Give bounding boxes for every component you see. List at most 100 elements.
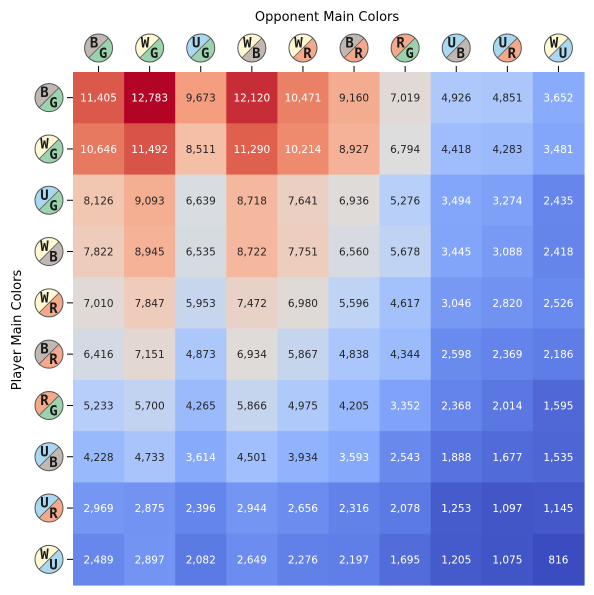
mana-color-half — [35, 391, 59, 416]
heatmap-cell — [532, 225, 585, 278]
cell-value-label: 6,560 — [339, 247, 369, 259]
mana-icon-border — [34, 544, 64, 574]
mana-icon-border — [288, 33, 318, 63]
mana-color-half — [391, 34, 416, 58]
cell-value-label: 5,700 — [135, 400, 165, 412]
mana-letter: U — [499, 36, 507, 52]
cell-value-label: 2,820 — [492, 298, 522, 310]
cell-value-label: 5,953 — [186, 298, 216, 310]
cell-value-label: 7,822 — [84, 247, 114, 259]
mana-color-half — [39, 241, 63, 266]
heatmap-cells: 11,405 12,783 9,673 12,120 10,471 9,160 7,019 4… — [73, 72, 585, 586]
cell-value-label: 2,082 — [186, 554, 216, 566]
heatmap-cell — [328, 328, 381, 381]
cell-value-label: 9,093 — [135, 195, 165, 207]
mana-pair-icon-x-ur: UR — [492, 33, 522, 63]
heatmap-cell — [532, 533, 585, 586]
mana-letter: G — [405, 46, 413, 62]
mana-color-half — [344, 38, 369, 62]
cell-value-label: 10,646 — [80, 144, 117, 156]
mana-letter: R — [49, 506, 58, 522]
heatmap-cell — [277, 123, 330, 176]
mana-letter: B — [90, 36, 98, 52]
cell-value-label: 7,847 — [135, 298, 165, 310]
cell-value-label: 2,543 — [390, 452, 420, 464]
mana-pair-icon-y-wu: WU — [34, 544, 64, 574]
heatmap-cell — [328, 379, 381, 432]
mana-icon-border — [237, 33, 267, 63]
cell-value-label: 2,656 — [288, 503, 318, 515]
mana-divider — [190, 37, 211, 59]
mana-pair-icon-y-wr: WR — [34, 288, 64, 318]
mana-letter: G — [150, 46, 158, 62]
heatmap-cell — [532, 72, 585, 124]
mana-letter: R — [354, 46, 363, 62]
mana-icon-border — [34, 339, 64, 369]
heatmap-cell — [226, 533, 278, 586]
heatmap-cell — [430, 277, 483, 330]
heatmap-cell — [277, 431, 330, 483]
heatmap-cell — [328, 123, 381, 176]
y-axis-title: Player Main Colors — [10, 270, 25, 391]
cell-value-label: 2,598 — [441, 349, 471, 361]
mana-pair-icon-y-wg: WG — [34, 134, 64, 164]
heatmap-cell — [226, 379, 278, 432]
cell-value-label: 1,205 — [441, 554, 471, 566]
mana-pair-icon-x-ug: UG — [186, 33, 216, 63]
mana-letter: U — [49, 557, 57, 573]
mana-color-half — [34, 442, 59, 467]
heatmap-cell — [124, 533, 176, 586]
heatmap-cell — [226, 72, 278, 124]
heatmap-cell — [73, 174, 125, 227]
cell-value-label: 2,396 — [186, 503, 216, 515]
heatmap-cell — [481, 533, 534, 586]
heatmap-cell — [430, 431, 483, 483]
cell-value-label: 9,673 — [186, 93, 216, 105]
heatmap-cell — [124, 328, 176, 381]
mana-divider — [38, 497, 60, 519]
cell-value-label: 2,418 — [543, 247, 573, 259]
heatmap-cell — [226, 123, 278, 176]
mana-letter: G — [201, 46, 209, 62]
mana-divider — [394, 37, 416, 59]
cell-value-label: 4,228 — [84, 452, 114, 464]
cell-value-label: 6,535 — [186, 247, 216, 259]
heatmap-cell — [481, 174, 534, 227]
cell-value-label: 2,316 — [339, 503, 369, 515]
cell-value-label: 1,097 — [492, 503, 522, 515]
mana-letter: W — [40, 239, 49, 255]
mana-pair-icon-y-bg: BG — [34, 83, 64, 113]
cell-value-label: 8,511 — [186, 144, 216, 156]
cell-value-label: 7,151 — [135, 349, 165, 361]
mana-pair-icon-y-rg: RG — [34, 390, 64, 420]
mana-divider — [38, 292, 60, 314]
cell-value-label: 1,075 — [492, 554, 522, 566]
mana-icon-border — [34, 442, 64, 472]
mana-letter: W — [141, 36, 150, 52]
heatmap-cell — [73, 379, 125, 432]
mana-letter: B — [457, 46, 465, 62]
mana-letter: R — [396, 36, 405, 52]
cell-value-label: 8,718 — [237, 195, 267, 207]
cell-value-label: 4,205 — [339, 400, 369, 412]
mana-icon-border — [34, 390, 64, 420]
cell-value-label: 11,405 — [80, 93, 117, 105]
heatmap-cell — [379, 379, 432, 432]
mana-color-half — [442, 33, 467, 58]
heatmap-cell — [175, 328, 227, 381]
heatmap-cell — [430, 328, 483, 381]
heatmap-cell — [277, 72, 330, 124]
mana-color-half — [35, 340, 59, 365]
mana-divider — [241, 37, 263, 59]
mana-color-half — [288, 34, 313, 58]
cell-value-label: 1,888 — [441, 452, 471, 464]
heatmap-cell — [379, 174, 432, 227]
mana-letter: U — [192, 36, 200, 52]
cell-value-label: 5,678 — [390, 247, 420, 259]
mana-divider — [38, 395, 60, 416]
cell-value-label: 6,936 — [339, 195, 369, 207]
heatmap-cell — [532, 431, 585, 483]
heatmap-cell — [124, 482, 176, 535]
